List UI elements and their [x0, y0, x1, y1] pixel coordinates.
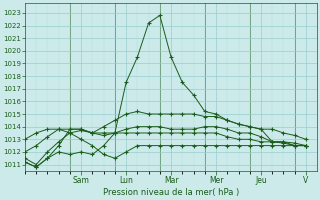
X-axis label: Pression niveau de la mer( hPa ): Pression niveau de la mer( hPa ) — [103, 188, 239, 197]
